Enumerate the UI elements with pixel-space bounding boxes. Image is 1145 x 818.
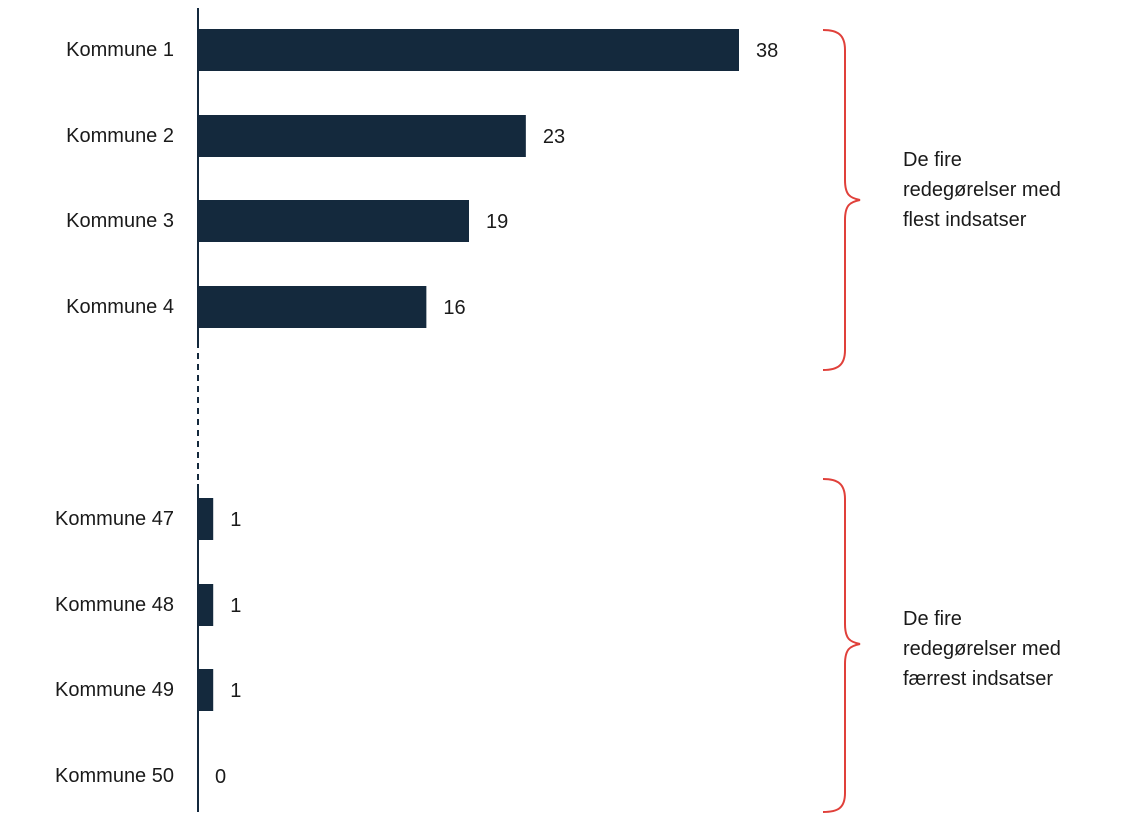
bar-5 [199,498,214,540]
category-label-7: Kommune 49 [55,679,174,701]
annotation-top-line-2: redegørelser med [903,179,1061,201]
bar-6 [199,584,214,626]
value-label-3: 19 [486,211,509,233]
value-label-7: 1 [230,680,242,702]
value-label-4: 16 [443,297,466,319]
annotation-bottom-line-3: færrest indsatser [903,668,1054,690]
category-label-4: Kommune 4 [66,296,174,318]
bracket-bottom [822,478,861,813]
value-label-2: 23 [542,126,566,148]
value-label-8: 0 [215,766,227,788]
annotation-top-line-1: De fire [903,149,962,171]
bar-2 [199,115,526,157]
category-label-6: Kommune 48 [55,594,174,616]
annotation-bottom: De fire redegørelser med færrest indsats… [903,604,1133,694]
annotation-bottom-line-2: redegørelser med [903,638,1061,660]
value-label-6: 1 [230,595,242,617]
category-label-5: Kommune 47 [55,508,174,530]
bar-1 [199,29,739,71]
category-label-2: Kommune 2 [66,125,174,147]
bracket-top [822,29,861,371]
value-label-5: 1 [230,509,242,531]
category-label-8: Kommune 50 [55,765,174,787]
bar-4 [199,286,427,328]
category-label-3: Kommune 3 [66,210,174,232]
bar-7 [199,669,214,711]
annotation-top: De fire redegørelser med flest indsatser [903,145,1133,235]
category-label-1: Kommune 1 [66,39,174,61]
bar-3 [199,200,469,242]
bars-group [199,29,739,711]
annotation-top-line-3: flest indsatser [903,209,1027,231]
value-label-1: 38 [756,40,779,62]
annotation-bottom-line-1: De fire [903,608,962,630]
